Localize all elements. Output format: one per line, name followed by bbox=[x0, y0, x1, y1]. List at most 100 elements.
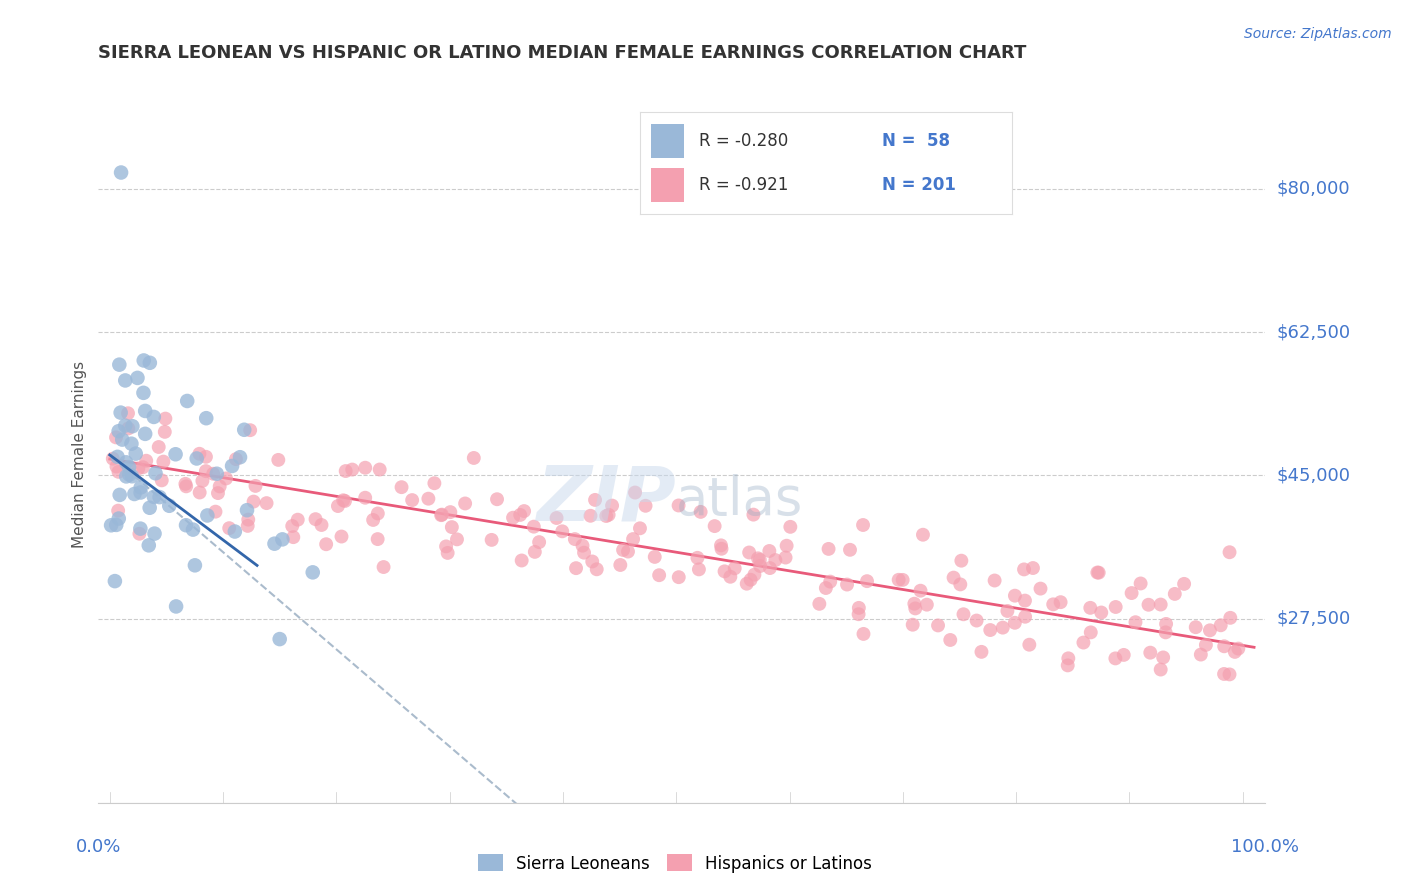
Point bbox=[735, 576, 758, 591]
Point bbox=[595, 508, 617, 523]
Point bbox=[758, 544, 780, 558]
Point bbox=[546, 511, 568, 525]
Point bbox=[208, 479, 231, 493]
Point bbox=[129, 522, 152, 536]
Point bbox=[129, 485, 152, 500]
Point bbox=[354, 460, 377, 475]
Point bbox=[668, 499, 690, 513]
Point bbox=[150, 474, 173, 488]
Point bbox=[143, 526, 166, 541]
Point bbox=[564, 532, 586, 546]
Point bbox=[333, 494, 356, 508]
Point bbox=[1073, 635, 1095, 649]
Point bbox=[373, 560, 395, 574]
Point bbox=[1018, 638, 1040, 652]
Point bbox=[839, 542, 862, 557]
Point bbox=[436, 546, 458, 560]
Point bbox=[1223, 645, 1246, 659]
Point bbox=[817, 541, 839, 556]
Point bbox=[332, 493, 354, 508]
Point bbox=[287, 513, 309, 527]
Point bbox=[852, 627, 875, 641]
Point bbox=[1213, 667, 1236, 681]
Point bbox=[155, 411, 177, 425]
Text: $62,500: $62,500 bbox=[1277, 323, 1351, 341]
Point bbox=[814, 581, 837, 595]
Point bbox=[148, 490, 170, 504]
Point bbox=[125, 447, 148, 461]
Point bbox=[111, 433, 134, 447]
Point bbox=[271, 533, 294, 547]
Point bbox=[115, 455, 138, 469]
Point bbox=[174, 476, 197, 491]
Point bbox=[1080, 625, 1102, 640]
Point bbox=[510, 553, 533, 567]
Point bbox=[110, 406, 132, 420]
Point bbox=[1150, 598, 1173, 612]
Point bbox=[1112, 648, 1135, 662]
Point bbox=[966, 614, 988, 628]
Point bbox=[848, 607, 870, 622]
Point bbox=[153, 425, 176, 439]
Text: SIERRA LEONEAN VS HISPANIC OR LATINO MEDIAN FEMALE EARNINGS CORRELATION CHART: SIERRA LEONEAN VS HISPANIC OR LATINO MED… bbox=[98, 45, 1026, 62]
Point bbox=[440, 520, 463, 534]
Point bbox=[1104, 651, 1126, 665]
Point bbox=[367, 507, 389, 521]
Point bbox=[207, 486, 229, 500]
Point bbox=[1090, 606, 1112, 620]
Point bbox=[738, 545, 761, 559]
Point bbox=[120, 436, 142, 450]
Point bbox=[1049, 595, 1071, 609]
Point bbox=[129, 480, 152, 494]
Point bbox=[970, 645, 993, 659]
Point bbox=[105, 430, 128, 444]
Point bbox=[108, 358, 131, 372]
Point bbox=[1121, 586, 1143, 600]
Point bbox=[628, 521, 651, 535]
Point bbox=[724, 561, 747, 575]
Point bbox=[194, 464, 217, 478]
Point bbox=[600, 499, 623, 513]
Point bbox=[927, 618, 949, 632]
Point bbox=[218, 521, 240, 535]
Point bbox=[1150, 663, 1173, 677]
Point bbox=[668, 570, 690, 584]
Point bbox=[1129, 576, 1152, 591]
Point bbox=[848, 600, 870, 615]
Text: Source: ZipAtlas.com: Source: ZipAtlas.com bbox=[1244, 27, 1392, 41]
Point bbox=[565, 561, 588, 575]
Point bbox=[263, 537, 285, 551]
Point bbox=[1154, 625, 1177, 640]
Point bbox=[224, 524, 246, 539]
Point bbox=[763, 553, 786, 567]
Point bbox=[107, 503, 129, 517]
Text: R = -0.280: R = -0.280 bbox=[699, 132, 789, 150]
Text: ZIP: ZIP bbox=[537, 463, 676, 537]
Point bbox=[107, 450, 129, 464]
Text: $27,500: $27,500 bbox=[1277, 609, 1351, 628]
Point bbox=[598, 508, 620, 522]
Point bbox=[1209, 618, 1232, 632]
Point bbox=[354, 491, 377, 505]
Point bbox=[121, 419, 143, 434]
Point bbox=[267, 453, 290, 467]
Point bbox=[215, 471, 238, 485]
Point bbox=[903, 597, 925, 611]
Point bbox=[634, 499, 657, 513]
Point bbox=[911, 527, 934, 541]
Point bbox=[1014, 609, 1036, 624]
Point bbox=[423, 476, 446, 491]
Point bbox=[107, 511, 129, 525]
Point bbox=[139, 356, 162, 370]
Point bbox=[181, 523, 204, 537]
Point bbox=[236, 503, 259, 517]
Point bbox=[229, 450, 252, 465]
Point bbox=[134, 426, 156, 441]
Point bbox=[609, 558, 631, 572]
Point bbox=[165, 447, 187, 461]
Point bbox=[115, 469, 138, 483]
Point bbox=[188, 447, 211, 461]
Point bbox=[718, 570, 741, 584]
Point bbox=[165, 599, 187, 614]
Point bbox=[105, 459, 128, 474]
